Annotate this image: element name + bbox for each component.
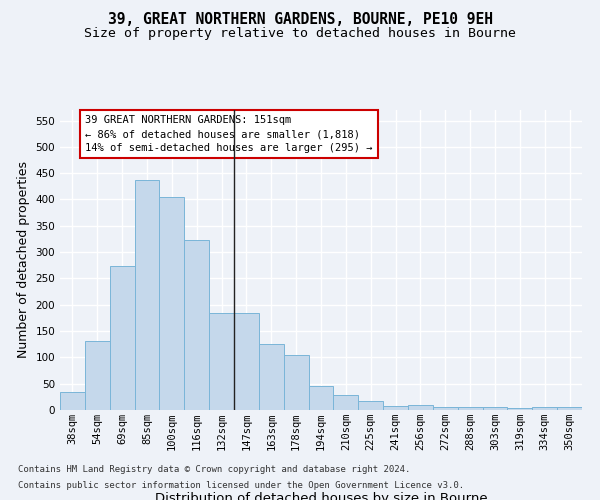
- Bar: [532, 408, 557, 410]
- Bar: [284, 354, 308, 410]
- Bar: [383, 406, 408, 410]
- Bar: [110, 266, 134, 410]
- Bar: [259, 344, 284, 410]
- Bar: [508, 408, 532, 410]
- Bar: [334, 394, 358, 410]
- Bar: [160, 197, 184, 410]
- X-axis label: Distribution of detached houses by size in Bourne: Distribution of detached houses by size …: [155, 492, 487, 500]
- Bar: [234, 313, 259, 410]
- Bar: [134, 180, 160, 410]
- Bar: [433, 408, 458, 410]
- Bar: [482, 408, 508, 410]
- Text: Contains HM Land Registry data © Crown copyright and database right 2024.: Contains HM Land Registry data © Crown c…: [18, 466, 410, 474]
- Y-axis label: Number of detached properties: Number of detached properties: [17, 162, 30, 358]
- Text: Size of property relative to detached houses in Bourne: Size of property relative to detached ho…: [84, 28, 516, 40]
- Bar: [209, 313, 234, 410]
- Bar: [557, 407, 582, 410]
- Bar: [458, 408, 482, 410]
- Bar: [308, 386, 334, 410]
- Bar: [358, 400, 383, 410]
- Bar: [408, 404, 433, 410]
- Bar: [184, 240, 209, 410]
- Bar: [60, 392, 85, 410]
- Bar: [85, 340, 110, 410]
- Text: Contains public sector information licensed under the Open Government Licence v3: Contains public sector information licen…: [18, 480, 464, 490]
- Text: 39, GREAT NORTHERN GARDENS, BOURNE, PE10 9EH: 39, GREAT NORTHERN GARDENS, BOURNE, PE10…: [107, 12, 493, 28]
- Text: 39 GREAT NORTHERN GARDENS: 151sqm
← 86% of detached houses are smaller (1,818)
1: 39 GREAT NORTHERN GARDENS: 151sqm ← 86% …: [85, 116, 373, 154]
